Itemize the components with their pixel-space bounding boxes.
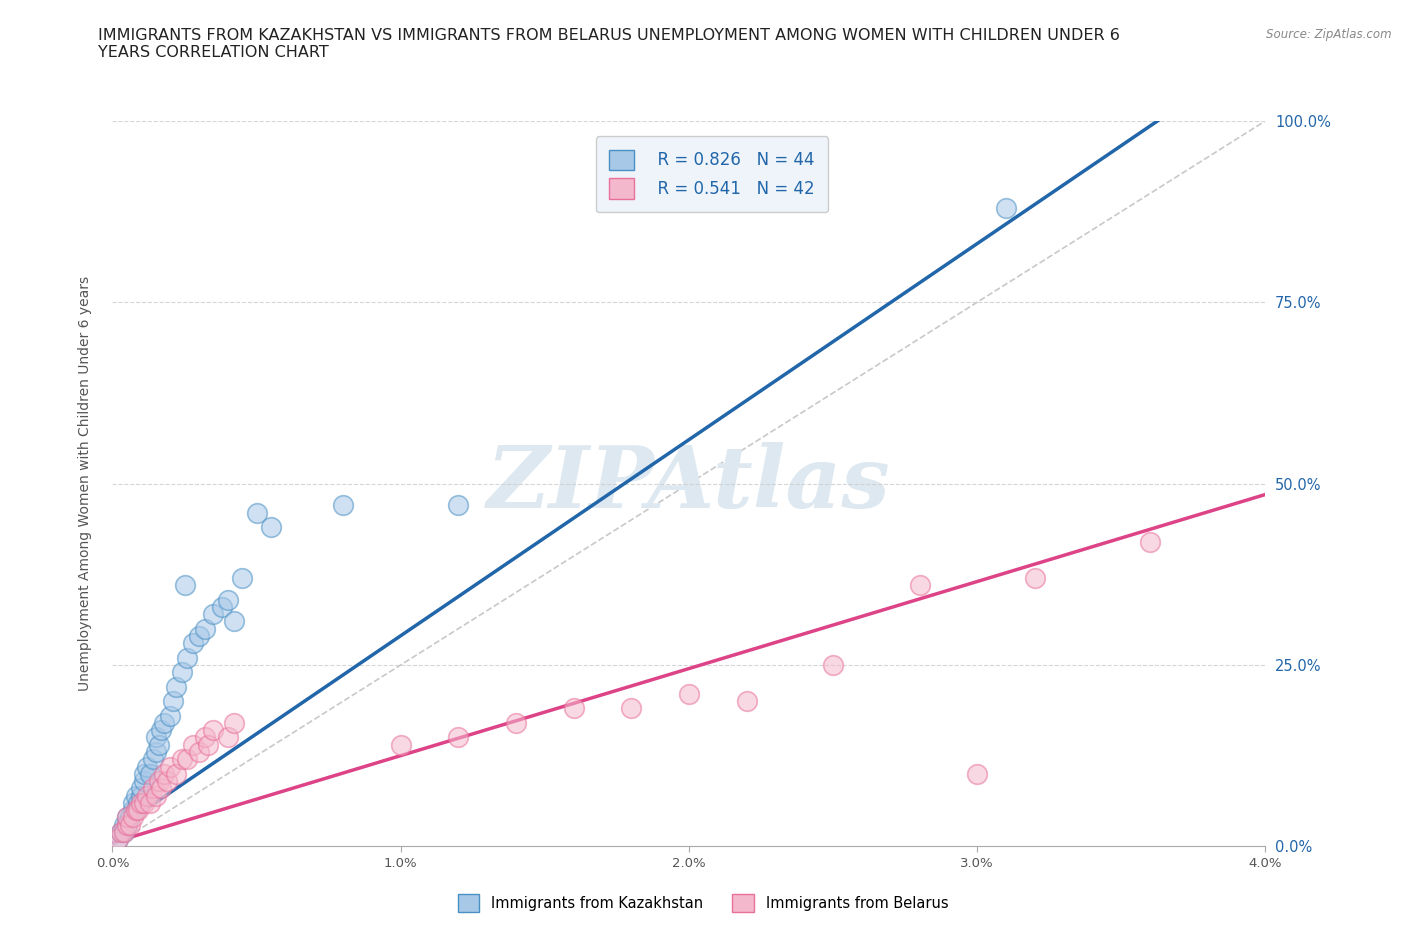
Point xyxy=(139,766,162,781)
Point xyxy=(112,817,135,832)
Point xyxy=(145,730,167,745)
Legend:   R = 0.826   N = 44,   R = 0.541   N = 42: R = 0.826 N = 44, R = 0.541 N = 42 xyxy=(596,137,828,212)
Point xyxy=(217,730,239,745)
Point xyxy=(194,621,217,636)
Point xyxy=(107,831,129,846)
Point xyxy=(389,737,412,752)
Point xyxy=(134,766,156,781)
Point xyxy=(118,817,141,832)
Point xyxy=(115,817,138,832)
Point xyxy=(181,737,204,752)
Point xyxy=(148,737,170,752)
Point xyxy=(124,803,146,817)
Point xyxy=(181,636,204,651)
Point xyxy=(165,766,187,781)
Point xyxy=(129,788,153,803)
Point xyxy=(115,810,138,825)
Point xyxy=(222,614,245,629)
Point xyxy=(194,730,217,745)
Point xyxy=(197,737,219,752)
Point xyxy=(505,715,527,730)
Point xyxy=(150,723,173,737)
Text: ZIPAtlas: ZIPAtlas xyxy=(486,442,891,525)
Point xyxy=(112,824,135,839)
Point xyxy=(124,788,146,803)
Point xyxy=(995,201,1018,216)
Point xyxy=(159,759,181,774)
Point xyxy=(217,592,239,607)
Point xyxy=(110,824,132,839)
Point xyxy=(173,578,195,592)
Point xyxy=(908,578,931,592)
Legend: Immigrants from Kazakhstan, Immigrants from Belarus: Immigrants from Kazakhstan, Immigrants f… xyxy=(451,888,955,918)
Point xyxy=(110,824,132,839)
Point xyxy=(735,694,758,709)
Text: Source: ZipAtlas.com: Source: ZipAtlas.com xyxy=(1267,28,1392,41)
Point xyxy=(170,665,193,680)
Point xyxy=(107,831,129,846)
Text: IMMIGRANTS FROM KAZAKHSTAN VS IMMIGRANTS FROM BELARUS UNEMPLOYMENT AMONG WOMEN W: IMMIGRANTS FROM KAZAKHSTAN VS IMMIGRANTS… xyxy=(98,28,1121,60)
Point xyxy=(202,606,225,621)
Point xyxy=(246,505,269,520)
Point xyxy=(165,679,187,694)
Point xyxy=(562,701,585,716)
Point xyxy=(231,570,253,585)
Point xyxy=(260,520,283,535)
Point xyxy=(145,788,167,803)
Point xyxy=(127,803,149,817)
Point xyxy=(121,795,143,810)
Point xyxy=(1024,570,1046,585)
Point xyxy=(148,774,170,789)
Point xyxy=(142,751,165,766)
Point xyxy=(447,498,470,512)
Point xyxy=(124,803,146,817)
Point xyxy=(129,795,153,810)
Point xyxy=(134,774,156,789)
Point xyxy=(136,788,159,803)
Point xyxy=(222,715,245,730)
Point xyxy=(121,803,143,817)
Point xyxy=(129,781,153,796)
Point xyxy=(821,658,844,672)
Point xyxy=(188,745,211,760)
Y-axis label: Unemployment Among Women with Children Under 6 years: Unemployment Among Women with Children U… xyxy=(77,276,91,691)
Point xyxy=(150,781,173,796)
Point xyxy=(188,629,211,644)
Point xyxy=(112,824,135,839)
Point xyxy=(176,751,198,766)
Point xyxy=(678,686,700,701)
Point xyxy=(127,795,149,810)
Point xyxy=(142,781,165,796)
Point xyxy=(176,650,198,665)
Point xyxy=(115,817,138,832)
Point xyxy=(202,723,225,737)
Point xyxy=(162,694,184,709)
Point xyxy=(156,774,179,789)
Point xyxy=(332,498,354,512)
Point xyxy=(170,751,193,766)
Point xyxy=(145,745,167,760)
Point xyxy=(1139,534,1161,549)
Point xyxy=(134,795,156,810)
Point xyxy=(139,795,162,810)
Point xyxy=(121,810,143,825)
Point xyxy=(115,810,138,825)
Point xyxy=(153,715,176,730)
Point xyxy=(966,766,988,781)
Point xyxy=(153,766,176,781)
Point xyxy=(678,186,700,201)
Point xyxy=(620,701,643,716)
Point xyxy=(447,730,470,745)
Point xyxy=(211,600,233,615)
Point xyxy=(118,810,141,825)
Point xyxy=(136,759,159,774)
Point xyxy=(159,709,181,724)
